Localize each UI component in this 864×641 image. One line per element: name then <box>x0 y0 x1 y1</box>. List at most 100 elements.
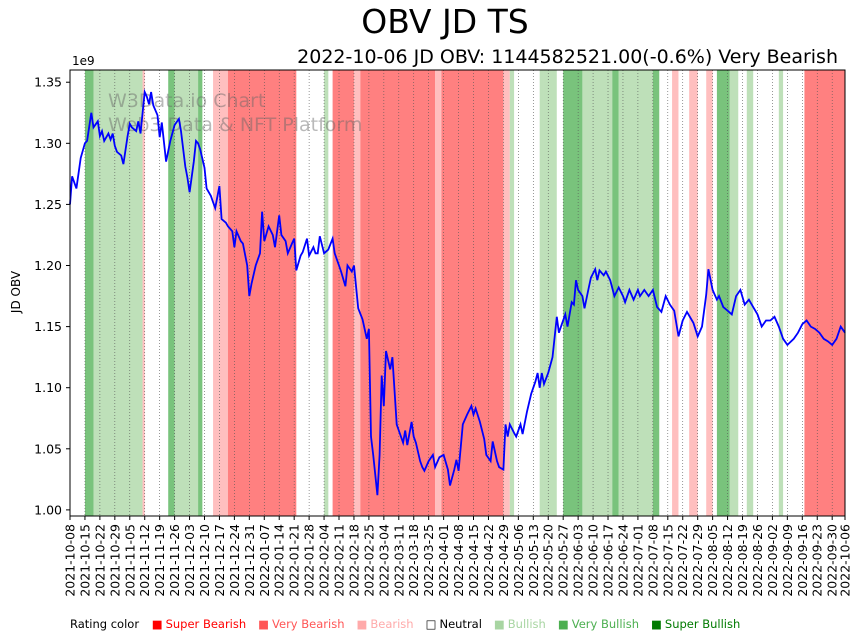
y-axis-label: JD OBV <box>9 270 23 314</box>
legend-item: ■ Very Bearish <box>258 617 347 631</box>
legend-item: ■ Very Bullish <box>558 617 642 631</box>
rating-bands <box>84 70 845 516</box>
legend-swatch: □ <box>425 617 437 631</box>
legend-swatch: ■ <box>151 617 163 631</box>
rating-band <box>729 70 739 516</box>
rating-band <box>174 70 199 516</box>
legend-swatch: ■ <box>557 617 569 631</box>
x-tick-label: 2021-12-10 <box>197 524 212 597</box>
x-tick-label: 2021-11-19 <box>152 524 167 597</box>
x-tick-label: 2022-05-06 <box>511 524 526 597</box>
rating-band <box>509 70 515 516</box>
x-tick-label: 2021-10-15 <box>77 524 92 597</box>
rating-band <box>227 70 297 516</box>
x-tick-label: 2022-08-12 <box>720 524 735 597</box>
x-tick-label: 2021-12-24 <box>227 524 242 597</box>
x-tick-label: 2022-02-11 <box>332 524 347 597</box>
legend-item-label: Super Bearish <box>165 617 247 631</box>
x-tick-label: 2021-11-12 <box>137 524 152 597</box>
x-tick-label: 2022-06-17 <box>601 524 616 597</box>
legend-item-label: Super Bullish <box>664 617 741 631</box>
rating-band <box>543 70 557 516</box>
x-tick-label: 2022-02-25 <box>361 524 376 597</box>
x-tick-label: 2022-04-01 <box>436 524 451 597</box>
x-tick-label: 2021-10-08 <box>63 524 78 597</box>
x-tick-label: 2021-12-31 <box>242 524 257 597</box>
legend-item: □ Neutral <box>426 617 485 631</box>
x-tick-label: 2022-04-15 <box>466 524 481 597</box>
x-tick-label: 2022-05-27 <box>556 524 571 597</box>
y-tick-label: 1.05 <box>34 441 62 456</box>
rating-band <box>213 70 228 516</box>
rating-band <box>563 70 583 516</box>
x-tick-label: 2021-12-17 <box>212 524 227 597</box>
rating-legend: Rating color ■ Super Bearish ■ Very Bearish… <box>70 617 749 631</box>
y-tick-label: 1.35 <box>34 75 62 90</box>
legend-item: ■ Super Bearish <box>152 617 249 631</box>
x-tick-label: 2022-05-13 <box>526 524 541 597</box>
x-tick-label: 2022-04-08 <box>451 524 466 597</box>
legend-item-label: Very Bearish <box>272 617 345 631</box>
rating-band <box>360 70 436 516</box>
x-tick-label: 2022-03-25 <box>421 524 436 597</box>
x-tick-label: 2021-11-26 <box>167 524 182 597</box>
x-tick-label: 2022-01-07 <box>257 524 272 597</box>
obv-series-line <box>69 88 846 496</box>
chart-title: OBV JD TS <box>361 2 529 41</box>
y-tick-label: 1.15 <box>34 319 62 334</box>
x-tick-label: 2022-03-04 <box>376 524 391 597</box>
x-tick-label: 2022-07-22 <box>675 524 690 597</box>
y-tick-label: 1.10 <box>34 380 62 395</box>
x-tick-label: 2022-07-29 <box>690 524 705 597</box>
rating-band <box>689 70 698 516</box>
x-tick-label: 2022-09-16 <box>795 524 810 597</box>
x-tick-label: 2022-03-11 <box>391 524 406 597</box>
y-tick-label: 1.00 <box>34 502 62 517</box>
y-multiplier: 1e9 <box>72 54 95 68</box>
grid-lines <box>69 70 846 516</box>
legend-item-label: Bullish <box>507 617 546 631</box>
legend-swatch: ■ <box>258 617 270 631</box>
rating-band <box>652 70 660 516</box>
x-tick-label: 2022-01-28 <box>302 524 317 597</box>
rating-band <box>332 70 354 516</box>
rating-band <box>706 70 713 516</box>
rating-band <box>435 70 442 516</box>
legend-item-label: Very Bullish <box>571 617 640 631</box>
x-tick-label: 2022-10-06 <box>838 524 853 597</box>
legend-swatch: ■ <box>651 617 662 631</box>
x-tick-label: 2022-07-01 <box>630 524 645 597</box>
rating-band <box>716 70 730 516</box>
x-tick-label: 2022-08-05 <box>705 524 720 597</box>
rating-band <box>746 70 754 516</box>
watermark-line-1: W3Data.io Chart <box>108 90 265 112</box>
x-tick-label: 2022-05-20 <box>541 524 556 597</box>
rating-band <box>142 70 145 516</box>
y-tick-label: 1.25 <box>34 197 62 212</box>
y-tick-label: 1.20 <box>34 258 62 273</box>
x-tick-label: 2022-04-22 <box>481 524 496 597</box>
rating-band <box>93 70 143 516</box>
x-tick-label: 2022-08-19 <box>735 524 750 597</box>
rating-band <box>672 70 679 516</box>
watermark-line-2: Web3 Data & NFT Platform <box>108 114 362 136</box>
legend-swatch: ■ <box>356 617 368 631</box>
legend-item: ■ Super Bullish <box>651 617 743 631</box>
x-axis: 2021-10-08 2021-10-15 2021-10-22 2021-10-29… <box>63 516 853 597</box>
x-tick-label: 2022-01-21 <box>287 524 302 597</box>
x-tick-label: 2021-10-29 <box>107 524 122 597</box>
rating-band <box>198 70 203 516</box>
x-tick-label: 2022-06-03 <box>571 524 586 597</box>
y-tick-label: 1.30 <box>34 136 62 151</box>
rating-band <box>84 70 94 516</box>
legend-label: Rating color <box>70 617 140 631</box>
chart-subtitle: 2022-10-06 JD OBV: 1144582521.00(-0.6%) … <box>297 46 838 68</box>
rating-band <box>778 70 784 516</box>
x-tick-label: 2022-09-02 <box>765 524 780 597</box>
rating-band <box>539 70 544 516</box>
rating-band <box>168 70 175 516</box>
legend-item: ■ Bullish <box>494 617 549 631</box>
x-tick-label: 2022-06-24 <box>615 524 630 597</box>
x-tick-label: 2022-07-08 <box>645 524 660 597</box>
